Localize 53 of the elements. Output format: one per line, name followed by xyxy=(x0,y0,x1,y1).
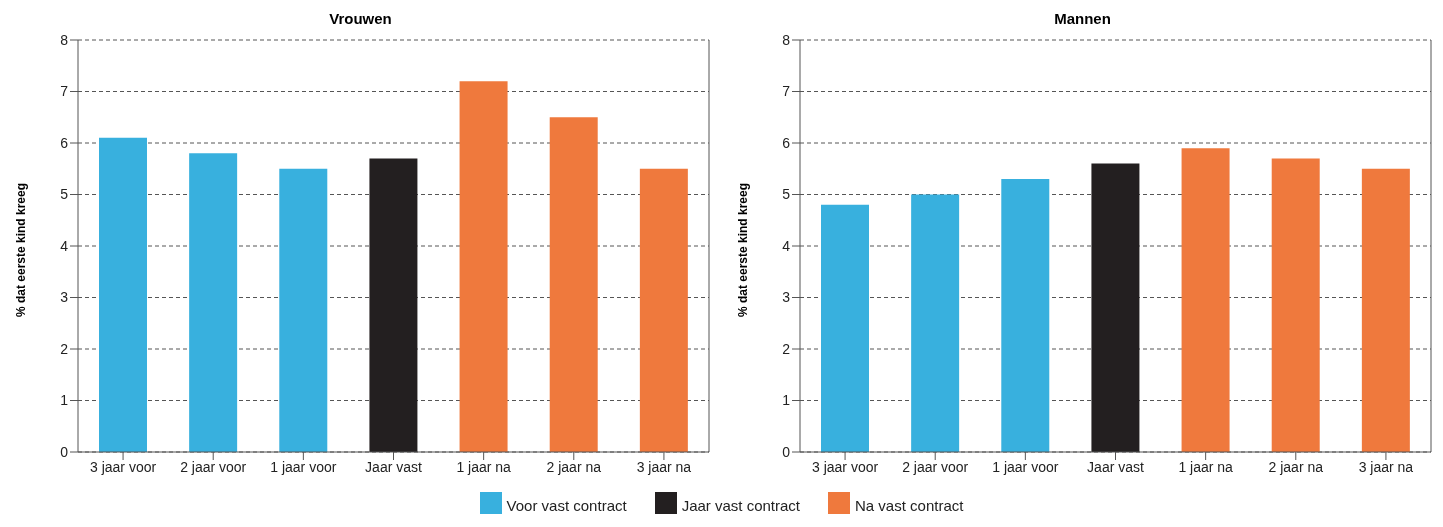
y-tick-label: 4 xyxy=(60,237,69,254)
x-tick-label: 3 jaar na xyxy=(1358,458,1414,475)
y-tick-label: 0 xyxy=(782,443,791,460)
y-tick-label: 8 xyxy=(782,31,791,48)
bar xyxy=(821,204,869,452)
bar xyxy=(99,137,147,452)
y-tick-label: 4 xyxy=(782,237,791,254)
x-tick-label: 1 jaar na xyxy=(1178,458,1234,475)
bar xyxy=(1271,158,1320,452)
y-tick-label: 5 xyxy=(782,186,791,203)
x-tick-label: 2 jaar voor xyxy=(180,458,247,475)
y-axis-title: % dat eerste kind kreeg xyxy=(736,182,750,318)
y-tick-label: 5 xyxy=(60,186,69,203)
y-tick-label: 2 xyxy=(782,340,791,357)
legend-label: Jaar vast contract xyxy=(681,497,801,514)
x-tick-label: 1 jaar voor xyxy=(270,458,337,475)
bar xyxy=(549,117,598,452)
bar xyxy=(1001,179,1050,452)
chart-title: Mannen xyxy=(1053,9,1112,29)
y-axis-title: % dat eerste kind kreeg xyxy=(14,182,28,318)
bar xyxy=(459,81,508,452)
x-tick-label: 1 jaar na xyxy=(456,458,512,475)
x-tick-label: 3 jaar na xyxy=(636,458,692,475)
x-tick-label: Jaar vast xyxy=(365,458,422,475)
y-tick-label: 6 xyxy=(60,134,69,151)
y-tick-label: 1 xyxy=(782,392,791,409)
x-tick-label: 1 jaar voor xyxy=(992,458,1059,475)
x-tick-label: 2 jaar na xyxy=(1268,458,1324,475)
x-tick-label: 3 jaar voor xyxy=(811,458,879,475)
legend-label: Na vast contract xyxy=(855,497,964,514)
y-tick-label: 2 xyxy=(60,340,69,357)
y-tick-label: 1 xyxy=(60,392,69,409)
bar xyxy=(279,168,328,452)
bar xyxy=(1361,168,1410,452)
bar xyxy=(369,158,418,452)
bar xyxy=(911,194,960,452)
y-tick-label: 3 xyxy=(60,289,69,306)
y-tick-label: 8 xyxy=(60,31,69,48)
x-tick-label: Jaar vast xyxy=(1087,458,1144,475)
chart-title: Vrouwen xyxy=(328,9,393,29)
y-tick-label: 0 xyxy=(60,443,69,460)
bar xyxy=(189,153,238,452)
x-tick-label: 3 jaar voor xyxy=(89,458,157,475)
bar xyxy=(639,168,688,452)
x-tick-label: 2 jaar na xyxy=(546,458,602,475)
y-tick-label: 6 xyxy=(782,134,791,151)
y-tick-label: 7 xyxy=(782,83,791,100)
legend-label: Voor vast contract xyxy=(506,497,627,514)
bar xyxy=(1091,163,1140,452)
bar xyxy=(1181,148,1230,452)
x-tick-label: 2 jaar voor xyxy=(902,458,969,475)
y-tick-label: 3 xyxy=(782,289,791,306)
y-tick-label: 7 xyxy=(60,83,69,100)
